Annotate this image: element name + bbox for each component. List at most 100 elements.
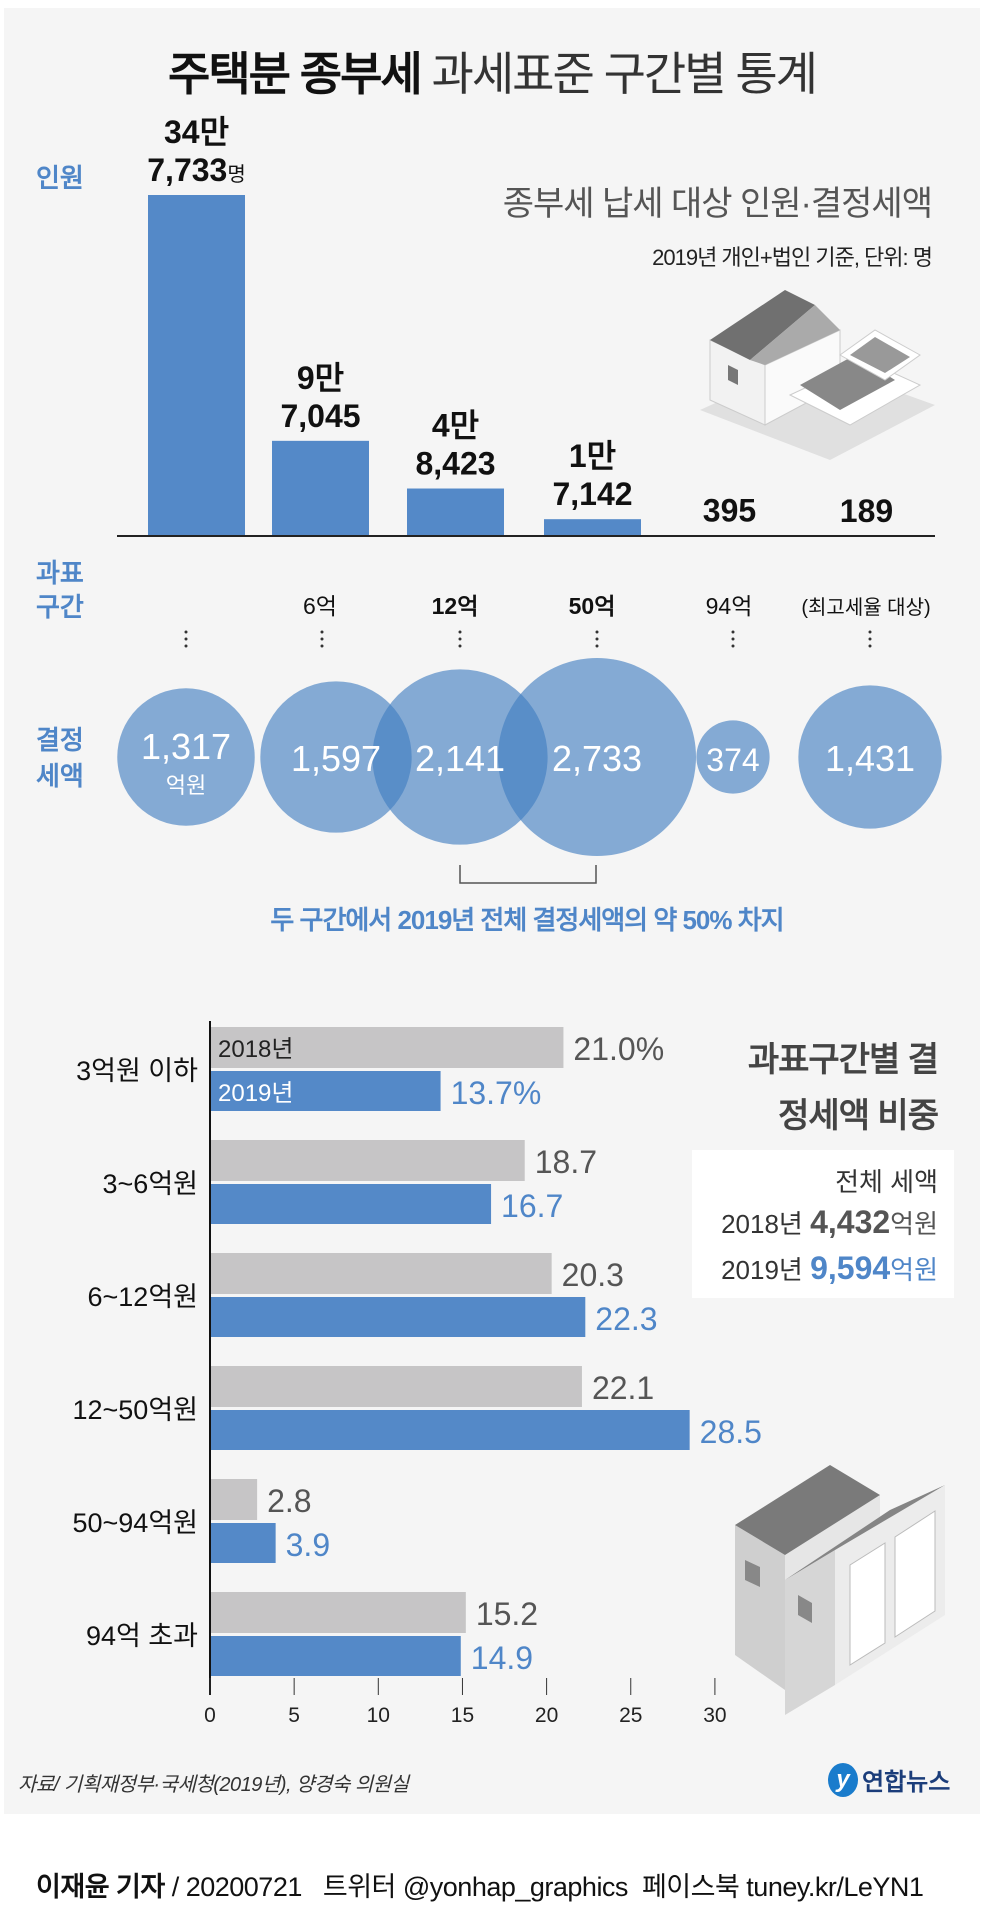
value-label-2018: 18.7 — [535, 1144, 597, 1180]
people-value-label: 7,142 — [552, 476, 632, 512]
category-label: 6~12억원 — [88, 1282, 199, 1312]
x-tick-label: 5 — [288, 1704, 300, 1727]
footer-author: 이재윤 기자 — [36, 1872, 165, 1902]
source-note: 자료/ 기획재정부·국세청(2019년), 양경숙 의원실 — [18, 1774, 409, 1796]
people-value-label-upper: 1만 — [569, 438, 616, 474]
people-bar — [148, 195, 245, 536]
value-label-2019: 22.3 — [595, 1301, 657, 1337]
bar-2018 — [210, 1140, 525, 1181]
top-subtitle: 종부세 납세 대상 인원·결정세액 — [502, 185, 933, 223]
x-tick-label: 10 — [367, 1704, 390, 1727]
people-value-label-upper: 9만 — [297, 360, 344, 396]
bottom-chart-title: 과표구간별 결정세액 비중 — [747, 1041, 939, 1135]
people-value-label: 395 — [703, 493, 756, 529]
totals-row-2019: 2019년 9,594억원 — [721, 1250, 938, 1287]
totals-heading: 전체 세액 — [835, 1167, 938, 1197]
tax-share-bar-chart: 21.0% 13.7% 3억원 이하 18.7 16.7 3~6억원 20.3 22.3 6~1… — [72, 1021, 762, 1727]
connector-dot — [868, 637, 872, 641]
x-tick-label: 25 — [619, 1704, 642, 1727]
totals-value: 4,432 — [810, 1204, 891, 1240]
bar-2019 — [210, 1184, 492, 1224]
tax-bubble — [498, 658, 696, 856]
row-label-people: 인원 — [36, 163, 84, 193]
value-label-2018: 15.2 — [476, 1596, 538, 1632]
connector-dot — [458, 630, 462, 634]
people-value-label: 7,733명 — [147, 152, 245, 188]
connector-dot — [868, 644, 872, 648]
totals-box — [692, 1150, 954, 1298]
totals-unit: 억원 — [890, 1255, 938, 1285]
bracket-label-line2: 6억 — [303, 593, 337, 619]
connector-dot — [320, 630, 324, 634]
bar-2018 — [210, 1366, 582, 1407]
connector-dot — [184, 644, 188, 648]
value-label-2019: 3.9 — [286, 1527, 330, 1563]
category-label: 12~50억원 — [72, 1395, 198, 1425]
footer-details: / 20200721 트위터 @yonhap_graphics 페이스북 tun… — [164, 1872, 924, 1902]
bracket-label-line2: (최고세율 대상) — [801, 596, 930, 619]
bar-2018 — [210, 1479, 258, 1520]
people-value-label-upper: 34만 — [164, 114, 229, 150]
tax-bubble-chart: 1,317 1,597 2,141 2,733 374 1,431 억원 — [117, 658, 942, 884]
bar-2019 — [210, 1410, 690, 1450]
bar-2019 — [210, 1523, 276, 1563]
tax-value-label: 2,733 — [552, 738, 642, 779]
connector-dot — [731, 637, 735, 641]
connector-dot — [731, 644, 735, 648]
people-bar — [544, 519, 641, 536]
value-label-2019: 16.7 — [501, 1188, 563, 1224]
title-bold: 주택분 종부세 — [168, 48, 423, 100]
value-label-2018: 22.1 — [592, 1370, 654, 1406]
category-label: 94억 초과 — [86, 1621, 198, 1651]
tax-unit-label: 억원 — [166, 773, 206, 798]
connector-dot — [458, 637, 462, 641]
apartment-buildings-icon — [735, 1465, 945, 1715]
category-label: 3억원 이하 — [76, 1056, 198, 1086]
value-label-2019: 13.7% — [451, 1075, 542, 1111]
annotation-text: 두 구간에서 2019년 전체 결정세액의 약 50% 차지 — [270, 905, 784, 935]
connector-dot — [595, 630, 599, 634]
totals-row-2018: 2018년 4,432억원 — [721, 1204, 938, 1241]
yonhap-logo: y 연합뉴스 — [828, 1762, 950, 1797]
people-bar-chart: 7,733명34만7,0459만8,4234만7,1421만3951893억원 … — [117, 114, 935, 537]
tax-bubble — [696, 720, 770, 794]
connector-dot — [320, 637, 324, 641]
footer-credit: 이재윤 기자 / 20200721 트위터 @yonhap_graphics 페… — [8, 1834, 924, 1932]
page-title: 주택분 종부세 과세표준 구간별 통계 — [0, 38, 984, 104]
totals-value: 9,594 — [810, 1250, 891, 1286]
category-label: 3~6억원 — [103, 1169, 198, 1199]
bar-2019 — [210, 1071, 441, 1111]
connector-dot — [868, 630, 872, 634]
value-label-2018: 20.3 — [562, 1257, 624, 1293]
legend-2019: 2019년 — [218, 1080, 293, 1107]
connector-dot — [595, 637, 599, 641]
tax-bubble — [117, 688, 255, 826]
bracket-labels-2: 6억 12억 50억 94억 (최고세율 대상) — [184, 593, 931, 648]
tax-value-label: 1,431 — [825, 738, 915, 779]
row-label-tax: 결정 세액 — [36, 725, 84, 791]
connector-dot — [184, 637, 188, 641]
people-value-label: 189 — [840, 493, 893, 529]
totals-unit: 억원 — [890, 1209, 938, 1239]
bracket-label-line2: 94억 — [706, 593, 753, 619]
bracket-label-line2: 12억 — [432, 593, 479, 619]
bracket-label-line2: 50억 — [569, 593, 616, 619]
people-value-label-upper: 4만 — [432, 408, 479, 444]
tax-bubble — [372, 669, 548, 845]
tax-value-label: 1,317 — [141, 726, 231, 767]
legend-2018: 2018년 — [218, 1036, 293, 1063]
connector-dot — [320, 644, 324, 648]
value-label-2018: 21.0% — [573, 1031, 664, 1067]
tax-bubble — [260, 681, 412, 833]
value-label-2019: 14.9 — [471, 1640, 533, 1676]
people-unit: 명 — [227, 163, 245, 186]
bar-2018 — [210, 1253, 552, 1294]
people-bar — [272, 440, 369, 536]
row-label-bracket: 과표 구간 — [36, 558, 84, 622]
bar-2019 — [210, 1297, 586, 1337]
x-tick-label: 0 — [204, 1704, 216, 1727]
house-with-money-icon — [700, 290, 935, 460]
x-tick-label: 30 — [703, 1704, 726, 1727]
connector-dot — [458, 644, 462, 648]
